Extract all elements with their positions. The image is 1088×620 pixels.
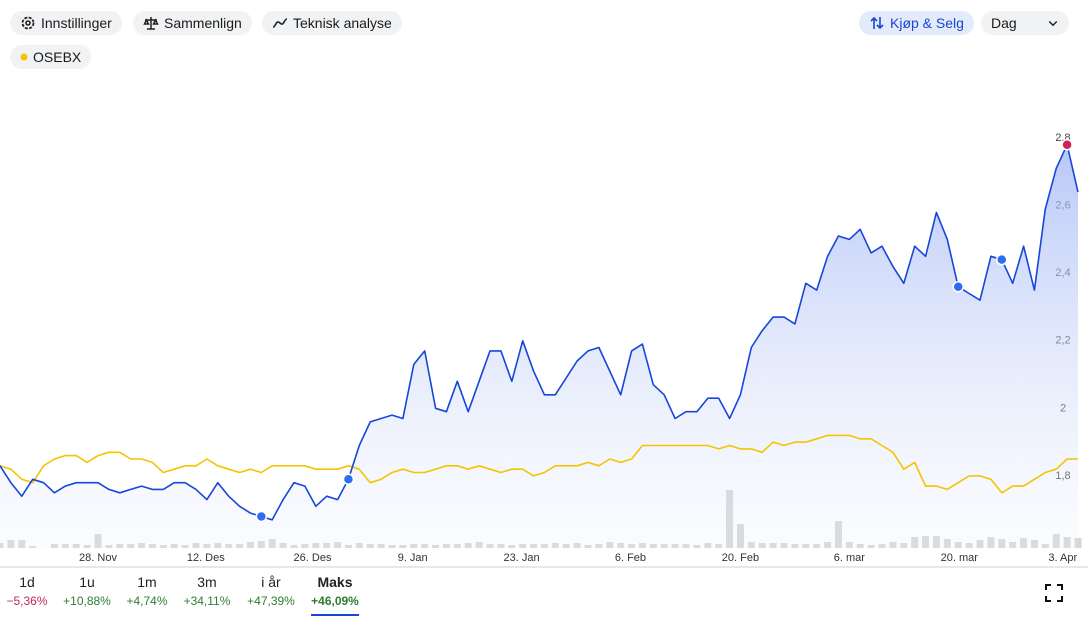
period-label: i år — [261, 574, 281, 590]
compare-button[interactable]: Sammenlign — [133, 11, 252, 35]
period-change: +46,09% — [311, 594, 359, 608]
x-tick-label: 23. Jan — [504, 552, 540, 564]
period-change: −5,36% — [6, 594, 48, 608]
period-tab[interactable]: Maks +46,09% — [311, 574, 359, 616]
compare-chip[interactable]: OSEBX — [10, 45, 92, 69]
legend-label: OSEBX — [33, 49, 82, 65]
period-tab[interactable]: 1d −5,36% — [0, 574, 57, 608]
arrows-icon — [870, 16, 884, 30]
x-tick-label: 6. Feb — [615, 552, 646, 564]
line — [0, 434, 1078, 494]
trade-label: Kjøp & Selg — [890, 15, 964, 31]
settings-label: Innstillinger — [41, 15, 112, 31]
x-tick-label: 6. mar — [834, 552, 866, 564]
interval-label: Dag — [991, 15, 1017, 31]
compare-label: Sammenlign — [164, 15, 242, 31]
x-tick-label: 26. Des — [294, 552, 332, 564]
x-tick-label: 9. Jan — [398, 552, 428, 564]
period-label: 1d — [19, 574, 35, 590]
period-label: 1m — [137, 574, 157, 590]
period-label: Maks — [317, 574, 353, 590]
legend-dot — [20, 53, 28, 61]
fullscreen-button[interactable] — [1044, 583, 1064, 603]
x-tick-label: 12. Des — [187, 552, 225, 564]
event-marker — [342, 473, 355, 486]
period-tab[interactable]: 3m +34,11% — [177, 574, 237, 608]
period-tab[interactable]: 1u +10,88% — [57, 574, 117, 608]
period-label: 3m — [197, 574, 217, 590]
period-change: +34,11% — [183, 594, 231, 608]
chevron-icon — [1048, 20, 1058, 27]
interval-dropdown[interactable]: Dag — [981, 11, 1069, 35]
x-tick-label: 3. Apr — [1048, 552, 1077, 564]
period-change: +4,74% — [126, 594, 168, 608]
period-tab[interactable]: 1m +4,74% — [117, 574, 177, 608]
technical-label: Teknisk analyse — [293, 15, 392, 31]
period-change: +47,39% — [247, 594, 295, 608]
x-tick-label: 20. Feb — [722, 552, 759, 564]
settings-button[interactable]: Innstillinger — [10, 11, 122, 35]
x-tick-label: 20. mar — [941, 552, 979, 564]
line — [0, 144, 1079, 521]
trade-button[interactable]: Kjøp & Selg — [859, 11, 974, 35]
area — [0, 144, 1078, 549]
x-tick-label: 28. Nov — [79, 552, 117, 564]
event-marker — [952, 280, 964, 293]
technical-button[interactable]: Teknisk analyse — [262, 11, 402, 35]
event-marker — [255, 510, 268, 523]
wave-icon — [272, 18, 288, 28]
gear-icon — [21, 16, 35, 30]
scale-icon — [143, 17, 159, 30]
period-label: 1u — [79, 574, 95, 590]
period-change: +10,88% — [63, 594, 111, 608]
max-marker — [1061, 139, 1073, 151]
period-tab[interactable]: i år +47,39% — [241, 574, 301, 608]
event-marker — [996, 253, 1008, 266]
